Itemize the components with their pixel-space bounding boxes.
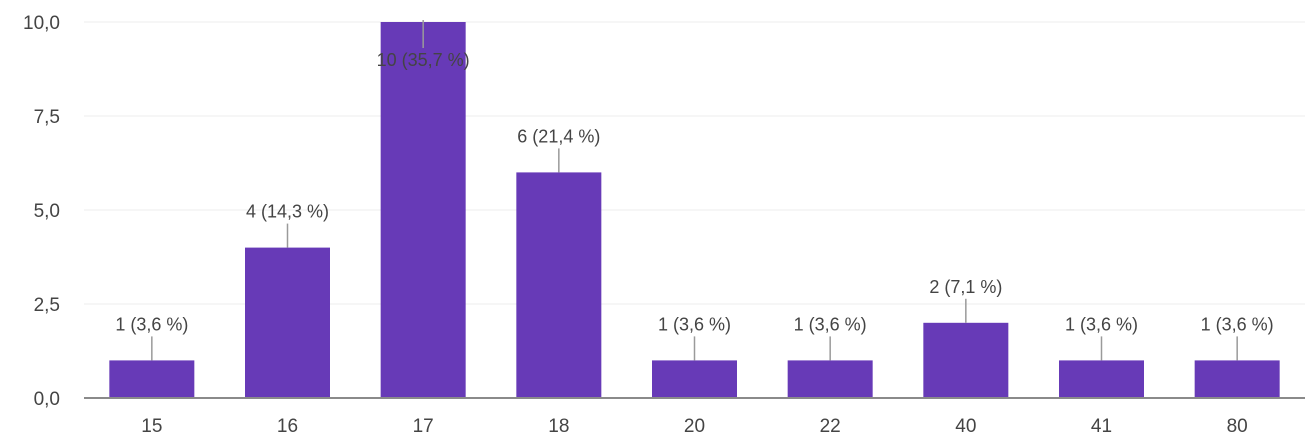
x-tick-label: 15 bbox=[141, 416, 162, 437]
data-label: 1 (3,6 %) bbox=[1201, 314, 1274, 334]
bar bbox=[787, 360, 873, 398]
data-label: 1 (3,6 %) bbox=[115, 314, 188, 334]
data-label: 6 (21,4 %) bbox=[517, 126, 600, 146]
x-tick-label: 16 bbox=[277, 416, 298, 437]
bar bbox=[380, 22, 466, 398]
x-tick-label: 18 bbox=[548, 416, 569, 437]
gridlines bbox=[84, 21, 1305, 305]
bar bbox=[109, 360, 195, 398]
y-tick-label: 2,5 bbox=[34, 295, 60, 316]
bar bbox=[923, 322, 1009, 398]
data-label: 1 (3,6 %) bbox=[658, 314, 731, 334]
data-label: 1 (3,6 %) bbox=[794, 314, 867, 334]
bar bbox=[1059, 360, 1144, 398]
x-tick-label: 40 bbox=[955, 416, 976, 437]
x-tick-label: 41 bbox=[1091, 416, 1112, 437]
bars bbox=[109, 22, 1280, 398]
x-axis-ticks: 15 16 17 18 20 22 40 41 80 bbox=[141, 416, 1247, 437]
data-label: 4 (14,3 %) bbox=[246, 202, 329, 222]
data-label: 1 (3,6 %) bbox=[1065, 314, 1138, 334]
y-tick-label: 10,0 bbox=[23, 13, 60, 34]
x-tick-label: 17 bbox=[413, 416, 434, 437]
bar bbox=[516, 172, 602, 398]
bar bbox=[652, 360, 737, 398]
data-label: 10 (35,7 %) bbox=[377, 50, 470, 70]
x-tick-label: 22 bbox=[820, 416, 841, 437]
data-label-leaders bbox=[151, 20, 1238, 361]
y-tick-label: 0,0 bbox=[34, 389, 60, 410]
bar bbox=[245, 247, 330, 398]
y-tick-label: 7,5 bbox=[34, 107, 60, 128]
bar bbox=[1194, 360, 1280, 398]
y-axis-ticks: 0,0 2,5 5,0 7,5 10,0 bbox=[23, 13, 60, 410]
y-tick-label: 5,0 bbox=[34, 201, 60, 222]
data-label: 2 (7,1 %) bbox=[929, 277, 1002, 297]
x-tick-label: 80 bbox=[1227, 416, 1248, 437]
x-tick-label: 20 bbox=[684, 416, 705, 437]
data-labels: 1 (3,6 %) 4 (14,3 %) 10 (35,7 %) 6 (21,4 %)… bbox=[115, 50, 1273, 334]
